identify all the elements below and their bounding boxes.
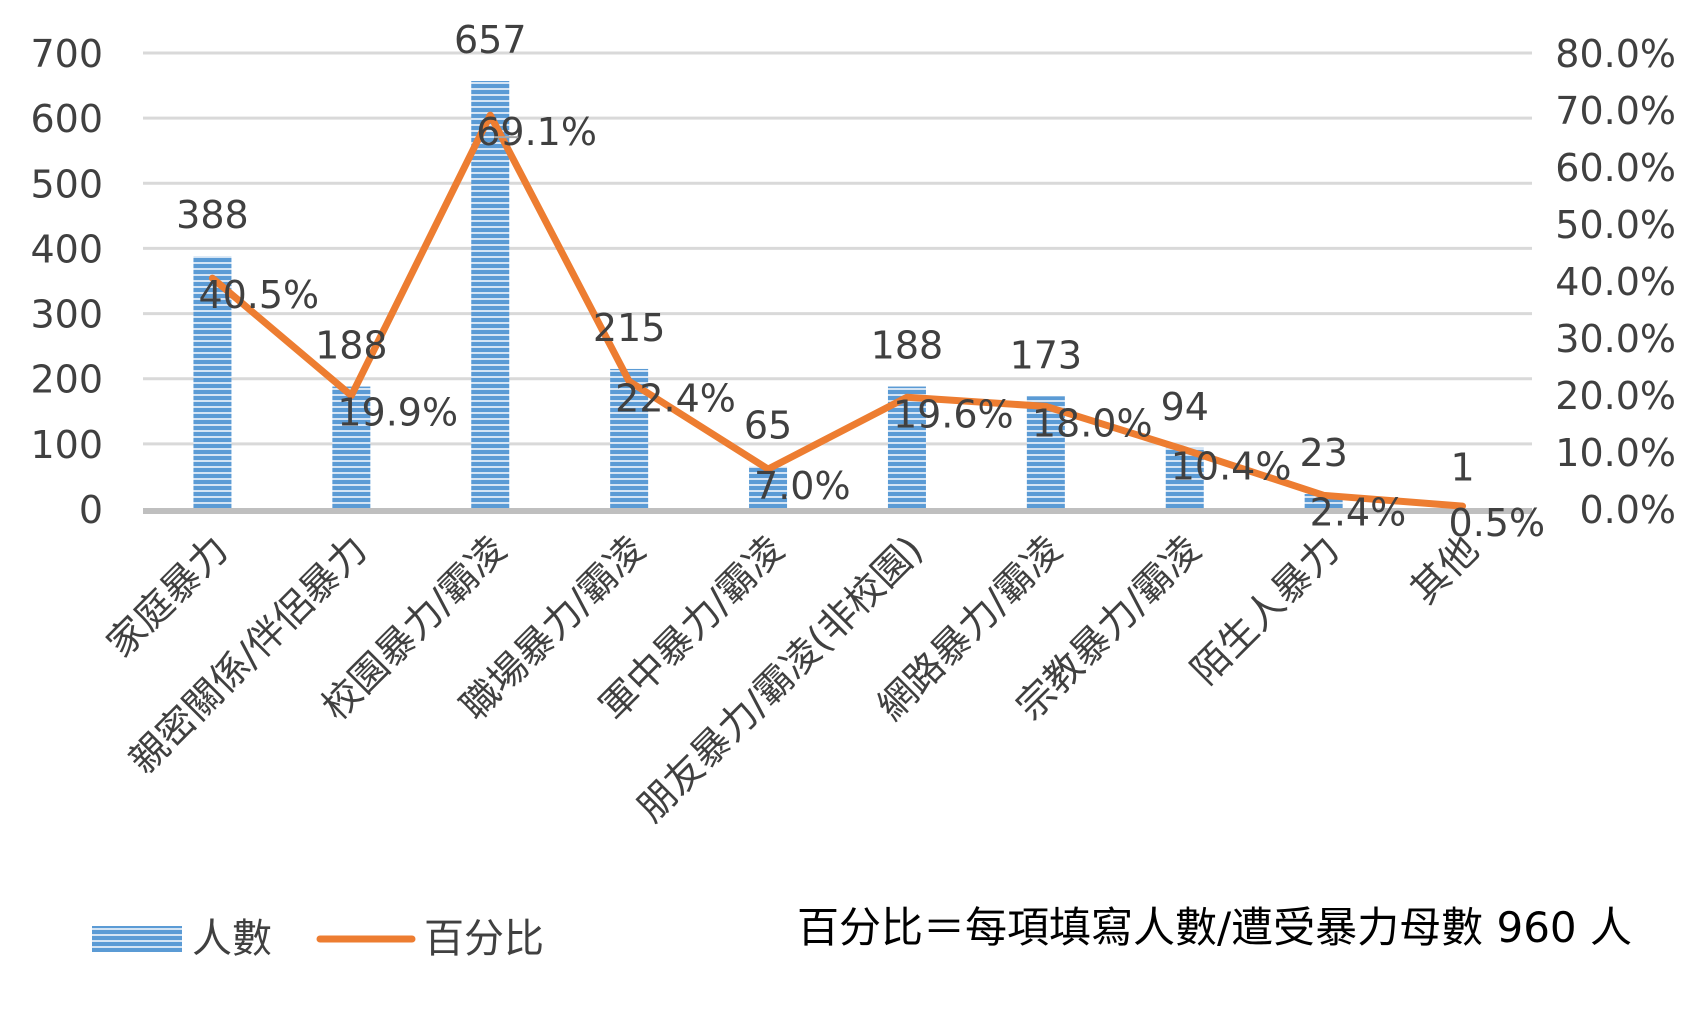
y-right-tick-label: 50.0% [1555, 203, 1676, 247]
y-right-tick-label: 40.0% [1555, 260, 1676, 304]
bar-value-label: 657 [454, 18, 527, 62]
line-value-label: 0.5% [1449, 501, 1546, 545]
grid-lines [143, 51, 1532, 446]
x-tick-label: 親密關係/伴侶暴力 [121, 527, 376, 782]
bar [1165, 447, 1204, 509]
x-tick-label: 陌生人暴力 [1183, 527, 1348, 692]
y-right-tick-label: 0.0% [1579, 488, 1676, 532]
legend-bar-swatch [92, 926, 182, 952]
y-left-tick-label: 200 [30, 358, 103, 402]
bar-value-label: 388 [176, 193, 249, 237]
y-left-tick-label: 400 [30, 227, 103, 271]
y-right-tick-label: 70.0% [1555, 89, 1676, 133]
bar [471, 81, 510, 510]
bar [749, 466, 788, 509]
line-point [1459, 503, 1466, 510]
y-left-tick-label: 0 [79, 488, 103, 532]
line-point [626, 378, 633, 385]
chart-annotation: 百分比＝每項填寫人數/遭受暴力母數 960 人 [797, 903, 1632, 952]
data-labels: 388 188 657 215 65 188 173 94 23 1 40.5% 19.9% 69.1%… [176, 18, 1545, 545]
line-value-label: 19.6% [893, 392, 1014, 436]
percentage-line [208, 111, 1467, 510]
bar [1026, 396, 1065, 509]
line-value-label: 2.4% [1310, 490, 1407, 534]
bar-value-label: 215 [593, 306, 666, 350]
y-right-tick-label: 60.0% [1555, 146, 1676, 190]
bar-value-label: 188 [871, 324, 944, 368]
line-value-label: 69.1% [476, 110, 597, 154]
bar-value-label: 188 [315, 324, 388, 368]
line-point [1181, 446, 1188, 453]
y-left-tick-label: 700 [30, 32, 103, 76]
bar-value-label: 173 [1010, 333, 1083, 377]
x-tick-label: 朋友暴力/霸凌(非校園) [628, 527, 931, 830]
line-point [487, 112, 494, 119]
y-right-tick-label: 30.0% [1555, 317, 1676, 361]
bar-series [193, 81, 1482, 510]
line-value-label: 22.4% [615, 376, 736, 420]
bar-value-label: 1 [1450, 445, 1474, 489]
bar [193, 256, 232, 509]
line-value-label: 10.4% [1171, 445, 1292, 489]
y-right-tick-label: 20.0% [1555, 374, 1676, 418]
line-value-label: 19.9% [337, 391, 458, 435]
y-left-tick-label: 300 [30, 293, 103, 337]
axes: 0 100 200 300 400 500 600 700 0.0% 10.0% 20.0% 30.0… [30, 32, 1676, 830]
line-point [1042, 403, 1049, 410]
y-right-tick-label: 80.0% [1555, 32, 1676, 76]
line-point [765, 466, 772, 473]
x-tick-label: 家庭暴力 [98, 527, 237, 666]
line-point [903, 394, 910, 401]
y-right-tick-label: 10.0% [1555, 431, 1676, 475]
y-left-tick-label: 100 [30, 423, 103, 467]
line-value-label: 40.5% [198, 273, 319, 317]
bar-value-label: 65 [744, 404, 792, 448]
line-point [1320, 492, 1327, 499]
y-left-tick-label: 600 [30, 97, 103, 141]
line-value-label: 18.0% [1032, 401, 1153, 445]
line-point [348, 392, 355, 399]
bar-value-label: 94 [1161, 385, 1209, 429]
y-left-tick-label: 500 [30, 162, 103, 206]
line-point [209, 275, 216, 282]
line-value-label: 7.0% [754, 464, 851, 508]
legend: 人數 百分比 [92, 916, 544, 962]
bar [332, 386, 371, 509]
legend-line-label: 百分比 [424, 916, 544, 962]
legend-bar-label: 人數 [192, 916, 272, 962]
bar-value-label: 23 [1299, 431, 1347, 475]
line-series [208, 111, 1467, 510]
